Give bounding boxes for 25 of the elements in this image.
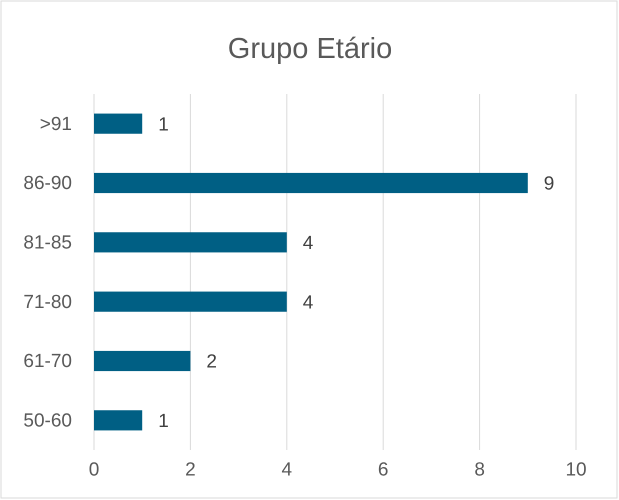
y-tick-label: 86-90 — [23, 173, 72, 194]
x-tick-label: 6 — [378, 459, 388, 480]
chart-title: Grupo Etário — [228, 33, 392, 65]
bar — [94, 114, 142, 134]
x-tick-label: 0 — [88, 459, 100, 480]
bar — [94, 350, 190, 372]
data-label: 1 — [158, 114, 169, 136]
data-label: 2 — [206, 352, 217, 373]
y-tick-label: 71-80 — [23, 292, 72, 313]
bar — [94, 232, 287, 252]
y-tick-label: 50-60 — [23, 410, 72, 432]
bar — [94, 172, 528, 194]
bar — [94, 410, 142, 430]
y-tick-label: >91 — [40, 114, 72, 135]
x-tick-label: 4 — [282, 459, 293, 480]
data-label: 4 — [302, 292, 314, 314]
data-label: 9 — [544, 174, 554, 195]
bar — [94, 292, 287, 312]
y-tick-label: 81-85 — [23, 232, 72, 254]
data-label: 4 — [302, 232, 314, 254]
x-tick-label: 10 — [565, 459, 587, 480]
y-tick-label: 61-70 — [23, 351, 72, 372]
x-tick-label: 2 — [185, 459, 196, 480]
data-label: 1 — [158, 410, 169, 432]
x-tick-label: 8 — [474, 459, 485, 480]
